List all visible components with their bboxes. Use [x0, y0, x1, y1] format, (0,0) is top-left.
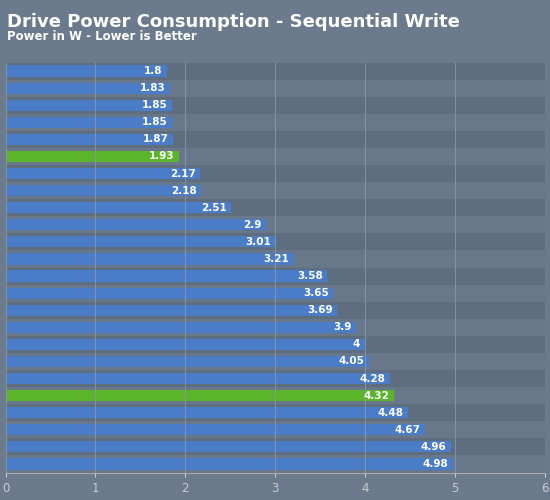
Bar: [6, 404, 544, 421]
Bar: [6, 199, 544, 216]
Bar: [6, 339, 365, 350]
Bar: [6, 131, 544, 148]
Text: 1.85: 1.85: [141, 100, 167, 110]
Bar: [6, 114, 544, 131]
Text: 4.96: 4.96: [421, 442, 447, 452]
Bar: [6, 438, 544, 456]
Bar: [6, 387, 544, 404]
Bar: [6, 288, 333, 298]
Bar: [6, 302, 544, 319]
Bar: [6, 458, 453, 469]
Text: 2.18: 2.18: [171, 186, 197, 196]
Bar: [6, 390, 394, 401]
Text: 4.48: 4.48: [377, 408, 404, 418]
Bar: [6, 268, 544, 284]
Bar: [6, 407, 408, 418]
Bar: [6, 148, 544, 165]
Text: 1.93: 1.93: [148, 152, 174, 162]
Bar: [6, 216, 544, 234]
Bar: [6, 322, 356, 333]
Text: 3.21: 3.21: [263, 254, 289, 264]
Text: 3.69: 3.69: [307, 305, 333, 315]
Bar: [6, 270, 327, 281]
Bar: [6, 234, 544, 250]
Bar: [6, 421, 544, 438]
Text: 4.05: 4.05: [339, 356, 365, 366]
Bar: [6, 80, 544, 96]
Text: Power in W - Lower is Better: Power in W - Lower is Better: [7, 30, 196, 43]
Text: 2.17: 2.17: [170, 168, 196, 178]
Text: 4.32: 4.32: [363, 390, 389, 400]
Text: 4.28: 4.28: [360, 374, 386, 384]
Text: 3.65: 3.65: [303, 288, 329, 298]
Bar: [6, 134, 173, 145]
Text: 3.9: 3.9: [333, 322, 351, 332]
Bar: [6, 168, 200, 179]
Bar: [6, 456, 544, 472]
Text: 1.87: 1.87: [143, 134, 169, 144]
Bar: [6, 151, 179, 162]
Bar: [6, 236, 276, 248]
Text: 4.98: 4.98: [422, 459, 448, 469]
Bar: [6, 284, 544, 302]
Bar: [6, 165, 544, 182]
Bar: [6, 116, 172, 128]
Bar: [6, 304, 337, 316]
Text: 4: 4: [353, 340, 360, 349]
Bar: [6, 185, 201, 196]
Text: 4.67: 4.67: [394, 425, 421, 435]
Text: 1.85: 1.85: [141, 118, 167, 128]
Bar: [6, 442, 451, 452]
Bar: [6, 356, 370, 367]
Text: 3.01: 3.01: [246, 237, 271, 247]
Bar: [6, 254, 294, 264]
Bar: [6, 319, 544, 336]
Bar: [6, 66, 167, 76]
Bar: [6, 182, 544, 199]
Bar: [6, 373, 390, 384]
Bar: [6, 82, 170, 94]
Bar: [6, 100, 172, 111]
Text: Drive Power Consumption - Sequential Write: Drive Power Consumption - Sequential Wri…: [7, 12, 459, 30]
Bar: [6, 370, 544, 387]
Text: 1.83: 1.83: [140, 83, 166, 93]
Bar: [6, 219, 266, 230]
Bar: [6, 336, 544, 353]
Bar: [6, 424, 425, 436]
Text: 3.58: 3.58: [297, 271, 323, 281]
Bar: [6, 250, 544, 268]
Bar: [6, 62, 544, 80]
Bar: [6, 96, 544, 114]
Text: 2.51: 2.51: [201, 202, 227, 212]
Text: 2.9: 2.9: [243, 220, 262, 230]
Bar: [6, 353, 544, 370]
Text: 1.8: 1.8: [144, 66, 163, 76]
Bar: [6, 202, 231, 213]
